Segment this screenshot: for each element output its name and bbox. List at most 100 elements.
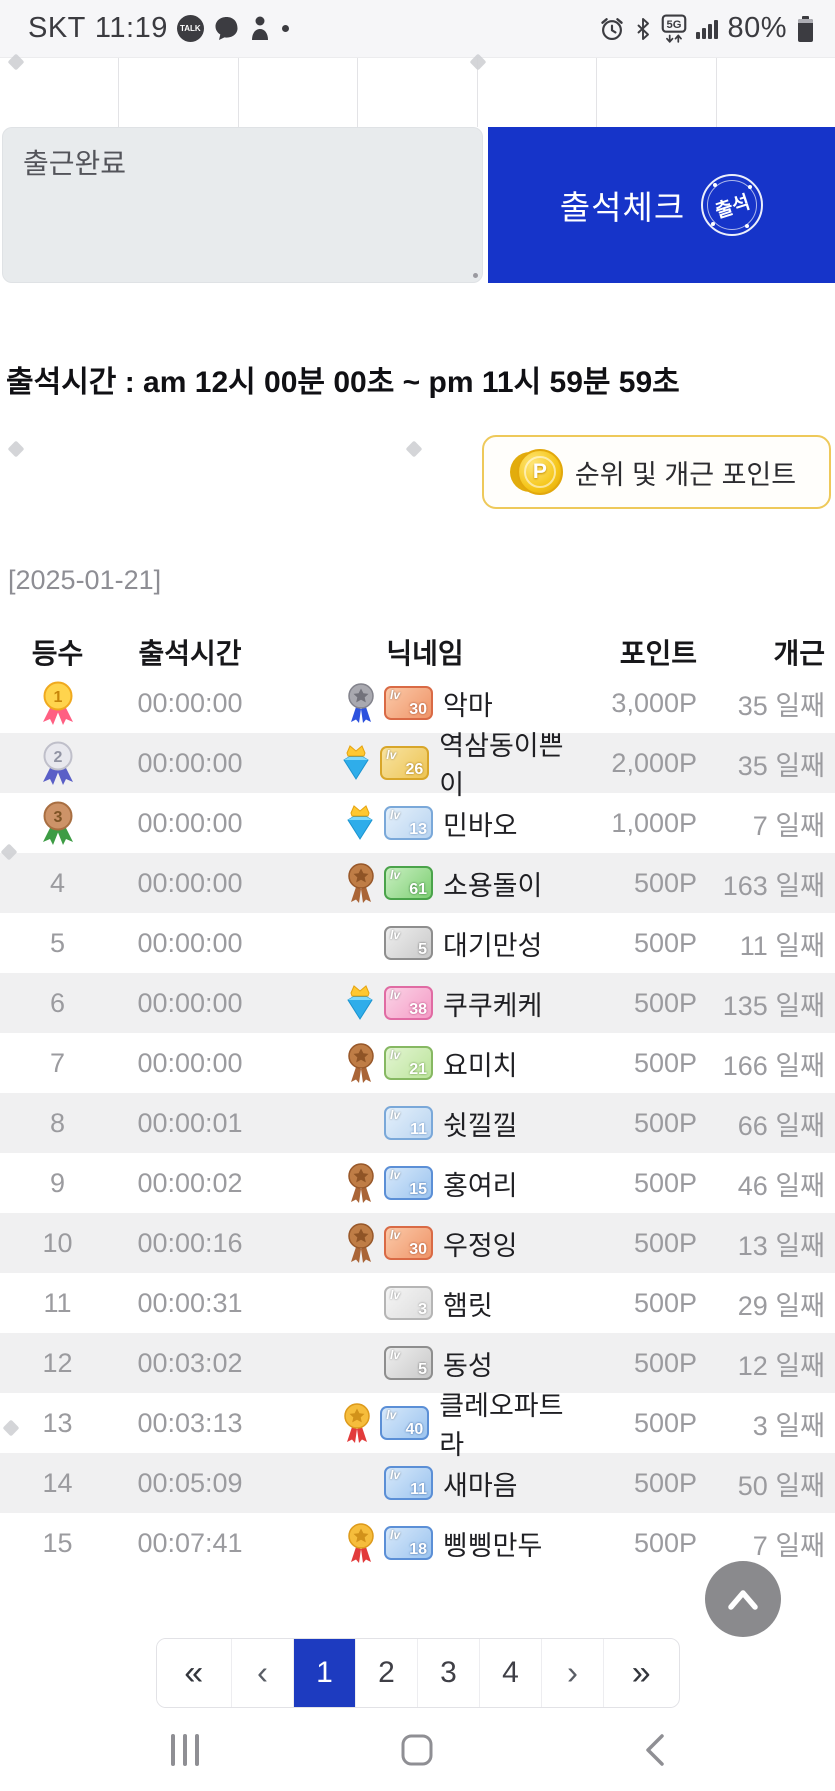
- level-badge: lv 5: [384, 1346, 433, 1380]
- calendar-cell: [597, 58, 717, 127]
- nickname-cell: lv 11 새마음: [265, 1464, 585, 1503]
- nickname-cell: lv 15 홍여리: [265, 1162, 585, 1204]
- nickname-label: 역삼동이쁜이: [439, 731, 564, 800]
- level-badge: lv 3: [384, 1286, 433, 1320]
- nickname-icons: lv 18: [265, 1522, 433, 1564]
- nickname-icons: lv 38: [265, 983, 433, 1023]
- calendar-cell: [717, 58, 835, 127]
- table-row: 2 00:00:00 lv 26 역삼동이쁜이 2,000P 35 일째: [0, 731, 835, 800]
- rank-medal-icon: 3: [42, 801, 73, 845]
- nickname-label: 대기만성: [443, 930, 543, 961]
- attendance-time-cell: 00:00:00: [137, 687, 243, 718]
- streak-cell: 3 일째: [752, 1410, 825, 1441]
- level-badge: lv 13: [384, 806, 433, 840]
- nickname-cell: lv 30 우정잉: [265, 1222, 585, 1264]
- attendance-time-cell: 00:00:01: [137, 1107, 243, 1138]
- nickname-cell: lv 3 햄릿: [265, 1284, 585, 1323]
- points-cell: 500P: [633, 1047, 697, 1078]
- attendance-time-cell: 00:03:02: [137, 1347, 243, 1378]
- rank-points-button[interactable]: P 순위 및 개근 포인트: [482, 435, 831, 509]
- nickname-cell: lv 13 민바오: [265, 803, 585, 843]
- level-badge: lv 21: [384, 1046, 433, 1080]
- table-row: 7 00:00:00 lv 21 요미치 500P 166 일째: [0, 1033, 835, 1093]
- rank-medal-icon: 2: [42, 741, 73, 785]
- pagination-first-button[interactable]: «: [156, 1639, 231, 1707]
- back-button[interactable]: [642, 1732, 668, 1768]
- table-row: 11 00:00:31 lv 3 햄릿 500P 29 일째: [0, 1273, 835, 1333]
- level-badge: lv 11: [384, 1466, 433, 1500]
- rank-cell: 14: [42, 1467, 73, 1498]
- streak-cell: 35 일째: [737, 750, 825, 781]
- calendar-strip: [0, 57, 835, 127]
- svg-text:3: 3: [53, 809, 62, 826]
- rank-medal-icon: 1: [42, 681, 73, 725]
- streak-cell: 13 일째: [737, 1230, 825, 1261]
- svg-text:5G: 5G: [667, 18, 682, 30]
- calendar-cell: [239, 58, 359, 127]
- pagination-page-3[interactable]: 3: [416, 1639, 479, 1707]
- pagination-last-button[interactable]: »: [603, 1639, 679, 1707]
- points-cell: 500P: [633, 1347, 697, 1378]
- points-cell: 500P: [633, 867, 697, 898]
- 5g-network-icon: 5G: [662, 14, 687, 43]
- streak-cell: 7 일째: [752, 810, 825, 841]
- diamond-crown-icon: [347, 805, 373, 840]
- table-row: 14 00:05:09 lv 11 새마음 500P 50 일째: [0, 1453, 835, 1513]
- attendance-memo-textarea[interactable]: 출근완료: [2, 127, 483, 283]
- diamond-crown-icon: [343, 745, 369, 780]
- chevron-left-icon: [646, 1734, 664, 1766]
- nickname-label: 우정잉: [443, 1230, 518, 1261]
- streak-cell: 50 일째: [737, 1470, 825, 1501]
- leaderboard-rows: 1 00:00:00 lv 30 악마 3,000P 35 일째 2 00:00:…: [0, 673, 835, 1573]
- calendar-cell: [0, 58, 120, 127]
- attendance-time-notice: 출석시간 : am 12시 00분 00초 ~ pm 11시 59분 59초: [6, 366, 680, 399]
- recents-button[interactable]: [171, 1734, 199, 1766]
- home-button[interactable]: [401, 1734, 433, 1766]
- streak-cell: 7 일째: [752, 1530, 825, 1561]
- attendance-check-label: 출석체크: [559, 189, 686, 226]
- pagination: « ‹ 1 2 3 4 › »: [155, 1638, 680, 1708]
- nickname-icons: lv 15: [265, 1162, 433, 1204]
- battery-percent-label: 80%: [727, 12, 787, 44]
- attendance-time-cell: 00:00:00: [137, 987, 243, 1018]
- nickname-cell: lv 38 쿠쿠케케: [265, 983, 585, 1023]
- nickname-icons: lv 13: [265, 803, 433, 843]
- attendance-check-button[interactable]: 출석체크 출석: [488, 127, 835, 283]
- nickname-cell: lv 18 삥삥만두: [265, 1522, 585, 1564]
- android-navigation-bar: [0, 1709, 835, 1791]
- table-row: 6 00:00:00 lv 38 쿠쿠케케 500P 135 일째: [0, 973, 835, 1033]
- pagination-next-button[interactable]: ›: [541, 1639, 604, 1707]
- alarm-icon: [601, 17, 624, 40]
- nickname-cell: lv 11 쉿낄낄: [265, 1104, 585, 1143]
- rank-cell: 2: [0, 741, 115, 785]
- points-cell: 500P: [633, 1407, 697, 1438]
- pagination-page-2[interactable]: 2: [354, 1639, 417, 1707]
- level-badge: lv 30: [384, 1226, 433, 1260]
- rank-cell: 3: [0, 801, 115, 845]
- level-badge: lv 15: [384, 1166, 433, 1200]
- rank-cell: 1: [0, 681, 115, 725]
- table-row: 4 00:00:00 lv 61 소용돌이 500P 163 일째: [0, 853, 835, 913]
- rank-cell: 9: [49, 1167, 66, 1198]
- nickname-cell: lv 30 악마: [265, 682, 585, 724]
- leaderboard-date: [2025-01-21]: [8, 565, 162, 595]
- nickname-label: 새마음: [443, 1470, 518, 1501]
- table-row: 15 00:07:41 lv 18 삥삥만두 500P 7 일째: [0, 1513, 835, 1573]
- nickname-cell: lv 21 요미치: [265, 1042, 585, 1084]
- pagination-page-4[interactable]: 4: [479, 1639, 542, 1707]
- table-row: 9 00:00:02 lv 15 홍여리 500P 46 일째: [0, 1153, 835, 1213]
- nickname-icons: lv 5: [265, 926, 433, 960]
- points-cell: 2,000P: [611, 747, 697, 778]
- status-bar: SKT 11:19 TALK 5G 80%: [0, 0, 835, 57]
- calendar-cell: [358, 58, 478, 127]
- nickname-label: 민바오: [443, 810, 518, 841]
- streak-cell: 166 일째: [722, 1050, 825, 1081]
- attendance-time-cell: 00:00:02: [137, 1167, 243, 1198]
- pagination-prev-button[interactable]: ‹: [230, 1639, 293, 1707]
- scroll-to-top-button[interactable]: [705, 1561, 781, 1637]
- nickname-label: 홍여리: [443, 1170, 518, 1201]
- kakaotalk-icon: TALK: [176, 15, 204, 42]
- pagination-page-1[interactable]: 1: [292, 1639, 355, 1707]
- status-bar-left: SKT 11:19 TALK: [28, 12, 289, 45]
- rank-cell: 8: [49, 1107, 66, 1138]
